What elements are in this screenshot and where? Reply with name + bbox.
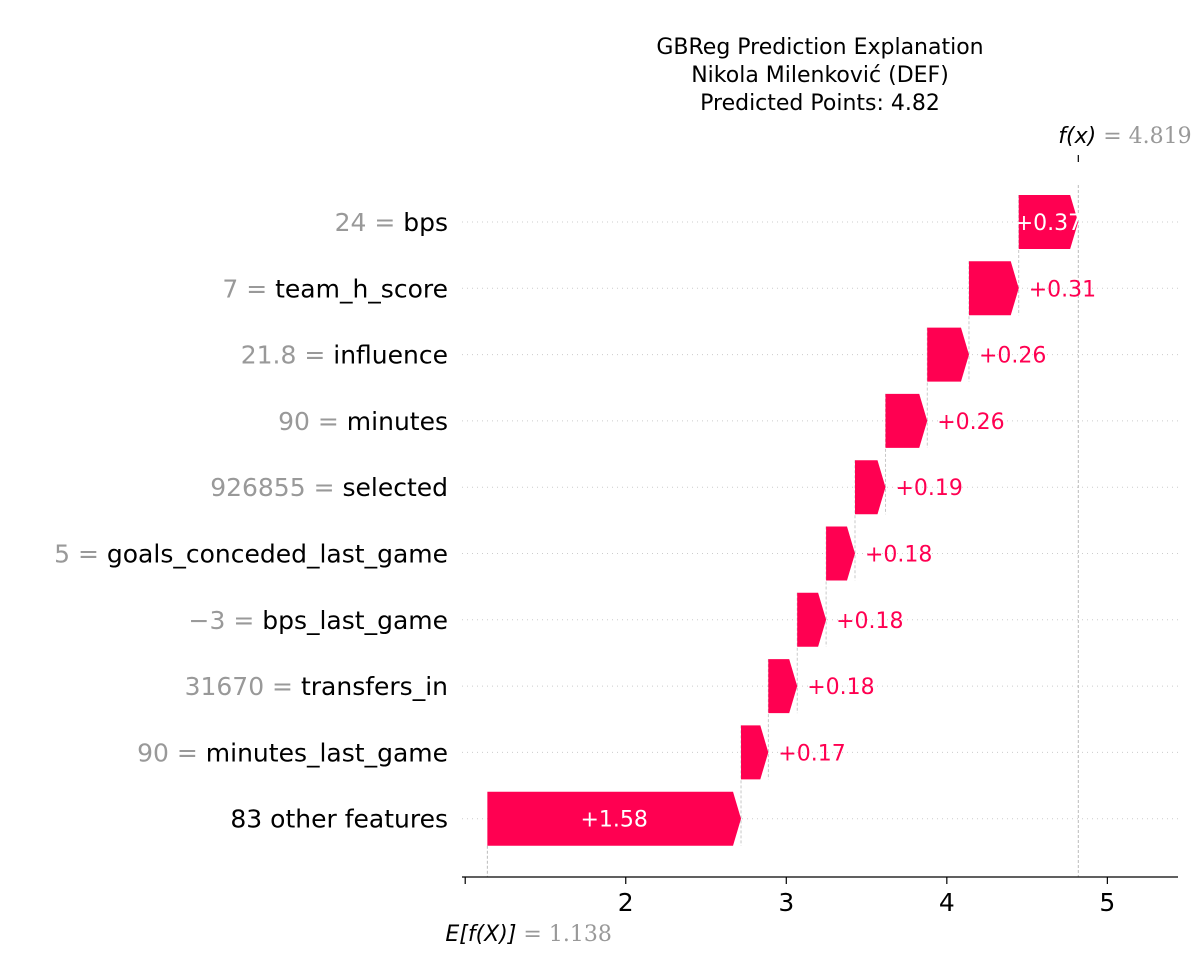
feature-value: 24 = — [335, 208, 404, 237]
feature-label: −3 = bps_last_game — [189, 606, 448, 635]
x-tick-label: 4 — [939, 888, 955, 917]
bar-minutes — [885, 393, 928, 448]
feature-label: 90 = minutes_last_game — [137, 738, 448, 767]
feature-name: goals_conceded_last_game — [107, 540, 448, 569]
bar-value-label: +1.58 — [580, 808, 647, 833]
output-value-number: = 4.819 — [1096, 124, 1191, 149]
bar-bps — [1018, 195, 1079, 249]
feature-label: 83 other features — [230, 805, 448, 834]
row-gridlines — [462, 221, 1178, 820]
output-value-label: f(x) = 4.819 — [1058, 124, 1191, 149]
bar-value-label: +0.18 — [836, 609, 903, 634]
x-tick-label: 2 — [618, 888, 634, 917]
feature-name: minutes — [347, 407, 448, 436]
bar-transfers-in — [768, 659, 798, 714]
feature-label: 24 = bps — [335, 208, 448, 237]
bar-influence — [927, 327, 969, 382]
feature-name: bps — [403, 208, 448, 237]
feature-label: 21.8 = influence — [241, 341, 448, 370]
title-line-2: Nikola Milenković (DEF) — [691, 63, 949, 88]
feature-value: 5 = — [54, 540, 107, 569]
feature-value: 926855 = — [210, 473, 342, 502]
title-line-1: GBReg Prediction Explanation — [656, 35, 983, 60]
output-value-symbol: f(x) — [1058, 124, 1096, 149]
bar-value-label: +0.37 — [1015, 211, 1082, 236]
bar-goals-conceded-last-game — [826, 526, 855, 581]
feature-value: −3 = — [189, 606, 263, 635]
feature-label: 90 = minutes — [278, 407, 448, 436]
feature-label: 7 = team_h_score — [222, 274, 448, 303]
chart-title: GBReg Prediction Explanation Nikola Mile… — [656, 35, 983, 116]
feature-name: bps_last_game — [262, 606, 448, 635]
feature-value: 7 = — [222, 274, 275, 303]
bars-layer: +0.37 +0.31 +0.26 +0.26 +0.19 +0.18 +0.18 +0.18… — [487, 195, 1096, 846]
feature-label: 5 = goals_conceded_last_game — [54, 540, 448, 569]
feature-label: 926855 = selected — [210, 473, 448, 502]
bar-83-other-features — [487, 791, 742, 846]
feature-label: 31670 = transfers_in — [185, 672, 448, 701]
feature-name: transfers_in — [301, 672, 448, 701]
title-line-3: Predicted Points: 4.82 — [700, 91, 940, 116]
feature-value: 31670 = — [185, 672, 301, 701]
bar-value-label: +0.17 — [778, 741, 845, 766]
bar-minutes-last-game — [741, 725, 769, 780]
x-tick-label: 5 — [1099, 888, 1115, 917]
bar-selected — [854, 460, 886, 515]
bar-value-label: +0.31 — [1029, 277, 1096, 302]
bar-team-h-score — [968, 261, 1019, 316]
base-value-label: E[f(X)] = 1.138 — [445, 922, 611, 947]
feature-name: selected — [342, 473, 448, 502]
feature-value: 90 = — [278, 407, 347, 436]
feature-value: 90 = — [137, 738, 206, 767]
bar-value-label: +0.26 — [937, 410, 1004, 435]
x-tick-label: 3 — [778, 888, 794, 917]
feature-name: 83 other features — [230, 805, 448, 834]
base-value-symbol: E[f(X)] — [445, 922, 516, 947]
feature-value: 21.8 = — [241, 341, 334, 370]
feature-labels: 24 = bps 7 = team_h_score 21.8 = influence… — [54, 208, 448, 834]
bar-value-label: +0.26 — [979, 344, 1046, 369]
feature-name: team_h_score — [275, 274, 448, 303]
feature-name: influence — [333, 341, 448, 370]
bar-value-label: +0.18 — [865, 543, 932, 568]
bar-bps-last-game — [797, 592, 827, 647]
base-value-number: = 1.138 — [516, 922, 611, 947]
bar-value-label: +0.19 — [895, 476, 962, 501]
x-axis: 2 3 4 5 E[f(X)] = 1.138 f(x) = 4.819 — [445, 124, 1191, 947]
feature-name: minutes_last_game — [206, 738, 448, 767]
bar-value-label: +0.18 — [807, 675, 874, 700]
